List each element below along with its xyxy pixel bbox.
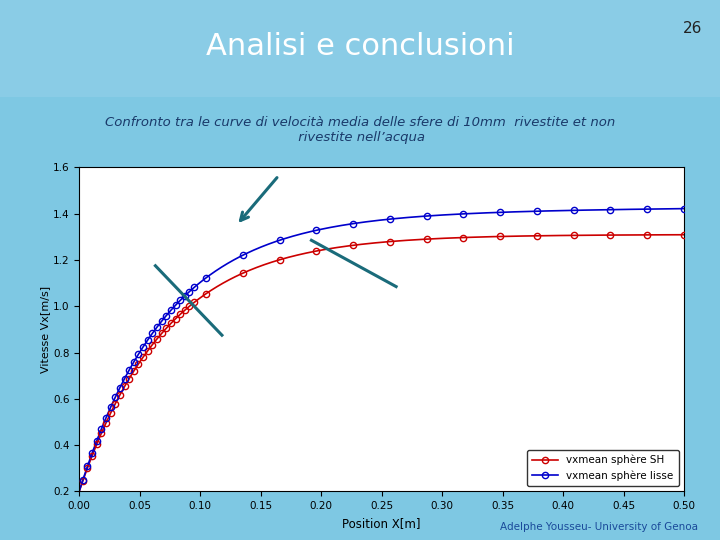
Text: 26: 26 (683, 22, 702, 36)
X-axis label: Position X[m]: Position X[m] (342, 517, 421, 530)
Text: Adelphe Yousseu- University of Genoa: Adelphe Yousseu- University of Genoa (500, 522, 698, 531)
Y-axis label: Vitesse Vx[m/s]: Vitesse Vx[m/s] (40, 286, 50, 373)
Text: Analisi e conclusioni: Analisi e conclusioni (206, 32, 514, 61)
Legend: vxmean sphère SH, vxmean sphère lisse: vxmean sphère SH, vxmean sphère lisse (527, 450, 679, 486)
Text: Confronto tra le curve di velocità media delle sfere di 10mm  rivestite et non
 : Confronto tra le curve di velocità media… (105, 116, 615, 144)
